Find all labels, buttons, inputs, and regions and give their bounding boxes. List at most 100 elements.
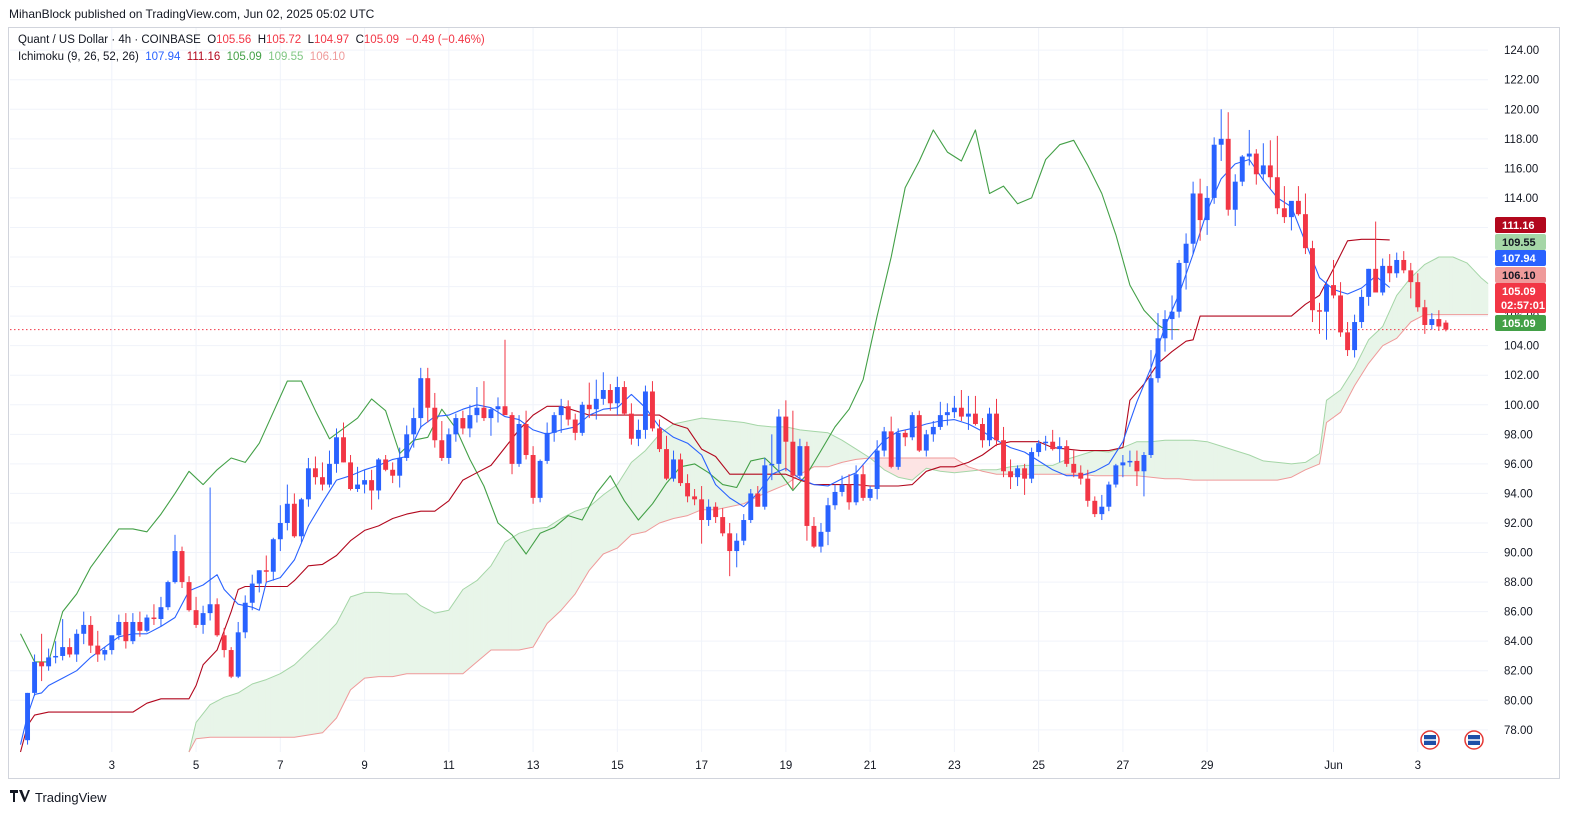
candle-body: [1092, 500, 1098, 515]
cloud-segment: [1080, 453, 1085, 475]
cloud-segment: [487, 565, 492, 654]
candle-body: [144, 617, 150, 631]
candle-body: [516, 423, 522, 464]
cloud-segment: [1248, 454, 1254, 481]
candle-body: [1050, 441, 1056, 450]
candle-body: [1176, 262, 1182, 312]
cloud-segment: [273, 674, 278, 738]
ichimoku-legend: Ichimoku (9, 26, 52, 26) 107.94 111.16 1…: [18, 51, 345, 63]
cloud-segment: [1119, 447, 1124, 476]
candle-body: [1197, 193, 1203, 221]
cloud-segment: [1122, 445, 1127, 476]
cloud-segment: [722, 419, 727, 509]
price-tick-label: 122.00: [1504, 75, 1539, 87]
candle-body: [1373, 268, 1379, 293]
cloud-segment: [908, 457, 913, 481]
cloud-segment: [1234, 450, 1240, 481]
price-tick-label: 116.00: [1504, 163, 1538, 175]
cloud-segment: [258, 680, 264, 738]
candle-body: [1387, 265, 1393, 274]
cloud-segment: [1083, 452, 1089, 476]
cloud-segment: [1196, 440, 1201, 481]
candle-body: [327, 463, 332, 485]
cloud-segment: [729, 420, 734, 508]
cloud-segment: [392, 593, 397, 678]
price-tick-label: 78.00: [1504, 725, 1533, 737]
cloud-segment: [603, 491, 608, 555]
price-badge-label: 109.55: [1502, 237, 1536, 249]
high-label: H: [257, 34, 267, 46]
cloud-segment: [304, 650, 309, 736]
cloud-segment: [1245, 453, 1250, 481]
candle-body: [635, 429, 641, 439]
cloud-segment: [360, 592, 365, 682]
candle-body: [860, 474, 866, 498]
footer-brand: TradingView: [10, 789, 107, 805]
price-badge: [1495, 217, 1546, 233]
cloud-segment: [1424, 262, 1429, 315]
candle-body: [586, 404, 592, 410]
cloud-segment: [350, 595, 355, 691]
candle-body: [628, 413, 634, 439]
candle-body: [334, 437, 339, 464]
candle-body: [319, 477, 325, 485]
cloud-segment: [683, 420, 688, 517]
candles: [25, 109, 1449, 745]
cloud-segment: [315, 640, 320, 735]
cloud-segment: [543, 527, 548, 631]
cloud-segment: [237, 690, 243, 738]
candle-body: [1099, 506, 1105, 515]
cloud-segment: [757, 425, 762, 497]
cloud-segment: [371, 592, 376, 678]
candle-body: [1218, 138, 1224, 145]
chikou-line: [20, 129, 1180, 663]
cloud-segment: [364, 592, 369, 679]
cloud-segment: [301, 654, 306, 737]
cloud-segment: [339, 610, 344, 712]
candle-body: [713, 506, 719, 518]
cloud-segment: [1238, 451, 1243, 481]
cloud-segment: [610, 486, 615, 552]
cloud-segment: [230, 693, 235, 738]
cloud-segment: [574, 509, 580, 595]
cloud-segment: [940, 457, 945, 472]
price-tick-label: 82.00: [1504, 666, 1533, 678]
candle-body: [25, 692, 31, 741]
candle-body: [46, 657, 52, 667]
cloud-segment: [645, 445, 650, 533]
candle-body: [853, 474, 859, 503]
cloud-segment: [399, 593, 404, 676]
candle-body: [867, 488, 873, 498]
cloud-segment: [1217, 444, 1222, 481]
cloud-segment: [423, 607, 429, 674]
cloud-segment: [357, 593, 362, 685]
cloud-segment: [1287, 463, 1292, 479]
cloud-segment: [578, 508, 583, 590]
cloud-segment: [1252, 456, 1257, 481]
price-tick-label: 118.00: [1504, 134, 1538, 146]
candle-body: [172, 551, 178, 583]
price-badge-countdown: 02:57:01: [1501, 300, 1545, 312]
cloud-segment: [936, 457, 941, 472]
price-tick-label: 124.00: [1504, 45, 1539, 57]
time-tick-label: 11: [443, 760, 455, 772]
price-axis: 78.00 80.00 82.00 84.00 86.00 88.00 90.00 92.00…: [1504, 45, 1539, 737]
candle-body: [1127, 460, 1133, 463]
candle-body: [994, 413, 999, 441]
cloud-segment: [367, 592, 372, 679]
cloud-segment: [1428, 260, 1433, 315]
cloud-segment: [943, 457, 948, 473]
price-badge: [1495, 315, 1546, 331]
cloud-segment: [311, 644, 316, 735]
cloud-segment: [929, 457, 934, 471]
cloud-segment: [406, 593, 411, 674]
candle-body: [165, 582, 171, 608]
cloud-segment: [1403, 281, 1408, 331]
cloud-segment: [588, 503, 594, 572]
cloud-segment: [1168, 439, 1173, 479]
candle-body: [376, 459, 382, 491]
candle-body: [467, 415, 473, 429]
candle-body: [987, 413, 992, 441]
cloud-segment: [416, 602, 422, 674]
